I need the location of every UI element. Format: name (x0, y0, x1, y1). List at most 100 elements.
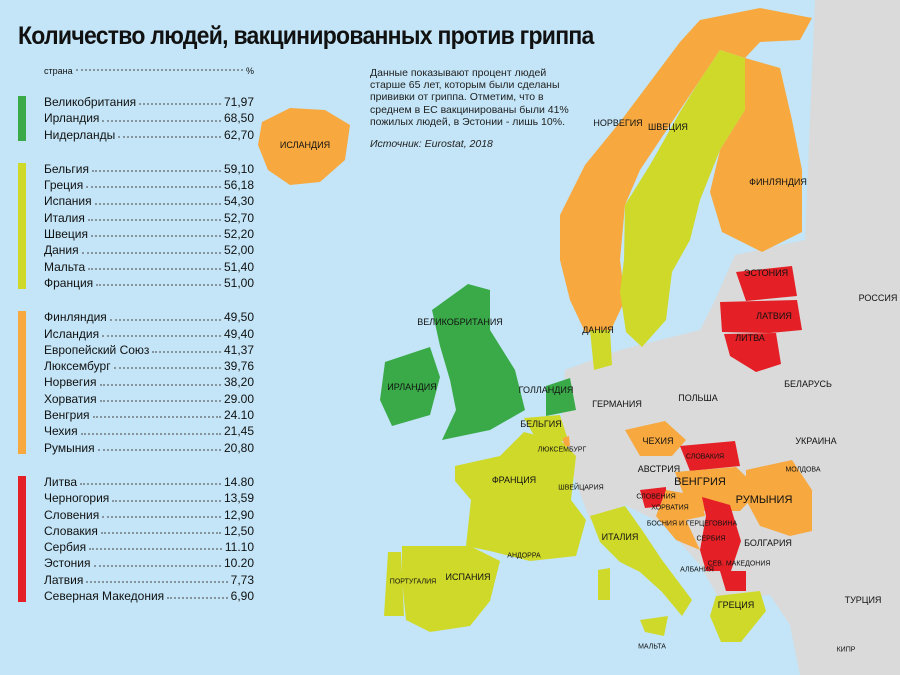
map-label: РОССИЯ (858, 293, 898, 303)
country-value: 38,20 (223, 375, 254, 390)
legend-row: Хорватия 29.00 (44, 391, 254, 407)
map-label: РУМЫНИЯ (735, 494, 793, 506)
country-name: Люксембург (44, 359, 111, 374)
map-label: ТУРЦИЯ (844, 595, 882, 605)
region-lithuania (724, 333, 781, 372)
leader-dots (139, 94, 221, 106)
region-romania (746, 460, 812, 536)
region-slovakia (680, 441, 740, 471)
map-label: ШВЕЦИЯ (648, 122, 688, 132)
legend-group: Литва 14.80 Черногория 13,59 Словения 12,90 Сл… (18, 474, 254, 604)
map-label: АЛБАНИЯ (680, 566, 714, 574)
leader-dots (102, 110, 221, 122)
country-value: 12,50 (223, 523, 254, 538)
country-name: Эстония (44, 556, 91, 571)
legend-row: Словакия 12,50 (44, 523, 254, 539)
country-name: Великобритания (44, 95, 137, 109)
legend-row: Франция 51,00 (44, 275, 254, 291)
country-value: 21,45 (223, 424, 254, 439)
map-label: ИРЛАНДИЯ (387, 382, 437, 392)
country-value: 24.10 (223, 408, 254, 423)
map-label: ГОЛЛАНДИЯ (518, 385, 574, 395)
legend-row: Великобритания 71,97 (44, 94, 254, 110)
map-label: АНДОРРА (507, 552, 541, 560)
land-no-data-east (820, 560, 900, 650)
country-value: 62,70 (223, 127, 254, 142)
leader-dots (91, 226, 221, 238)
legend-row: Италия 52,70 (44, 210, 254, 226)
legend-row: Ирландия 68,50 (44, 110, 254, 126)
map-label: ГЕРМАНИЯ (592, 399, 642, 409)
leader-dots (99, 374, 221, 386)
leader-dots (80, 474, 221, 486)
leader-dots (92, 407, 221, 419)
region-serbia (700, 497, 741, 571)
legend-group: Великобритания 71,97 Ирландия 68,50 Нидерлан… (18, 94, 254, 143)
map-label: КИПР (836, 646, 856, 654)
map-label: БЕЛЬГИЯ (520, 419, 562, 429)
page-title: Количество людей, вакцинированных против… (18, 22, 594, 50)
map-label: ИСЛАНДИЯ (279, 140, 331, 150)
legend-row: Греция 56,18 (44, 177, 254, 193)
country-name: Черногория (44, 491, 110, 506)
map-label: СЕВ. МАКЕДОНИЯ (707, 560, 771, 568)
leader-dots (100, 523, 221, 535)
legend-row: Исландия 49,40 (44, 326, 254, 342)
legend-row: Мальта 51,40 (44, 259, 254, 275)
country-value: 49,50 (223, 310, 254, 325)
map-label: ФРАНЦИЯ (491, 475, 537, 485)
leader-dots (112, 490, 221, 502)
leader-dots (109, 309, 221, 321)
country-value: 51,40 (223, 259, 254, 274)
region-belgium (524, 415, 568, 446)
map-label: МОЛДОВА (785, 466, 821, 474)
leader-dots (91, 161, 221, 173)
map-label: БОСНИЯ И ГЕРЦЕГОВИНА (646, 520, 738, 528)
country-name: Дания (44, 243, 79, 258)
region-greece (710, 591, 766, 642)
legend-row: Эстония 10.20 (44, 555, 254, 571)
map-label: ЛИТВА (735, 333, 765, 343)
leader-dots (94, 193, 221, 205)
country-value: 52,70 (223, 210, 254, 225)
leader-dots (87, 210, 221, 222)
country-value: 39,76 (223, 359, 254, 374)
legend-row: Сербия 11.10 (44, 539, 254, 555)
description: Данные показывают процент людей старше 6… (370, 67, 570, 150)
country-value: 41,37 (223, 342, 254, 357)
region-norway (560, 8, 812, 332)
country-name: Бельгия (44, 161, 89, 176)
country-name: Ирландия (44, 111, 100, 126)
country-value: 7,73 (230, 572, 254, 587)
region-denmark (590, 330, 612, 370)
country-value: 52,00 (223, 243, 254, 258)
region-ireland (380, 347, 440, 426)
country-name: Чехия (44, 424, 78, 439)
country-name: Исландия (44, 326, 100, 341)
map-label: ФИНЛЯНДИЯ (749, 177, 807, 187)
leader-dots (93, 555, 221, 567)
country-value: 20,80 (223, 440, 254, 455)
map-label: СЛОВЕНИЯ (636, 493, 676, 501)
legend-row: Финляндия 49,50 (44, 309, 254, 325)
country-name: Румыния (44, 440, 95, 455)
country-name: Норвегия (44, 375, 97, 390)
map-label: ЧЕХИЯ (642, 436, 674, 446)
country-value: 29.00 (223, 391, 254, 406)
map-label: ПОЛЬША (678, 393, 718, 403)
country-name: Словения (44, 507, 100, 522)
legend-header-country: страна (44, 66, 73, 76)
map-label: НОРВЕГИЯ (593, 118, 643, 128)
region-sweden (620, 50, 745, 347)
country-value: 68,50 (223, 111, 254, 126)
leader-dots (86, 572, 228, 584)
leader-dots (99, 391, 221, 403)
region-spain (402, 546, 500, 632)
leader-dots (113, 358, 221, 370)
leader-dots (102, 507, 221, 518)
region-luxembourg (563, 436, 570, 447)
legend-row: Бельгия 59,10 (44, 161, 254, 177)
map-label: БОЛГАРИЯ (744, 538, 792, 548)
country-name: Италия (44, 210, 85, 225)
description-text: Данные показывают процент людей старше 6… (370, 67, 569, 128)
